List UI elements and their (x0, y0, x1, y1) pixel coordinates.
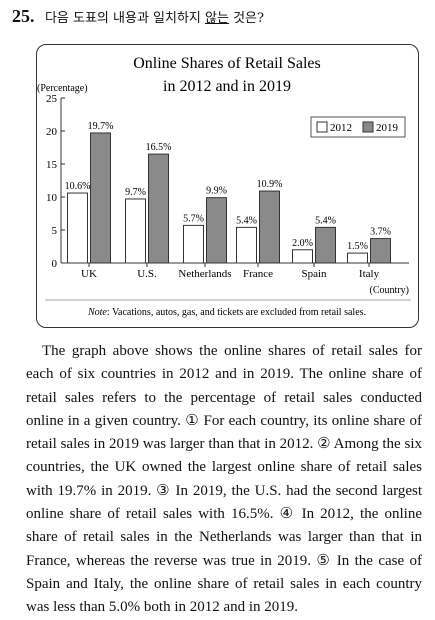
legend-box (310, 116, 406, 138)
bar-value-label: 1.5% (347, 241, 368, 252)
bar-value-label: 9.7% (125, 187, 146, 198)
bar-2019 (370, 238, 391, 264)
bar-2012 (125, 198, 146, 264)
question-header: 25. 다음 도표의 내용과 일치하지 않는 것은? (12, 6, 264, 27)
bar-2019 (259, 190, 280, 264)
x-axis-label: (Country) (370, 285, 409, 296)
bar-2019 (148, 153, 169, 264)
y-tick-label: 15 (46, 159, 58, 171)
bar-2019 (206, 197, 227, 264)
bar-value-label: 9.9% (206, 186, 227, 197)
chart-subtitle: in 2012 and in 2019 (163, 78, 291, 95)
legend-swatch-2012 (316, 121, 328, 133)
passage-text: The graph above shows the online shares … (26, 343, 422, 616)
legend-swatch-2019 (362, 121, 374, 133)
x-tick-label: France (243, 268, 273, 280)
bar-value-label: 2.0% (292, 238, 313, 249)
x-tick-label: UK (81, 268, 97, 280)
bar-2012 (183, 224, 204, 264)
bar-value-label: 19.7% (88, 121, 114, 132)
bar-value-label: 5.7% (183, 213, 204, 224)
question-number: 25. (12, 6, 35, 26)
question-text-underlined: 않는 (205, 11, 229, 26)
bar-2019 (90, 132, 111, 264)
y-tick-label: 0 (52, 258, 58, 270)
x-tick-label: Italy (359, 268, 380, 280)
chart-title: Online Shares of Retail Sales (133, 55, 321, 72)
x-tick-label: Spain (301, 268, 327, 280)
note-text: : Vacations, autos, gas, and tickets are… (107, 307, 366, 318)
bar-value-label: 5.4% (236, 215, 257, 226)
bar-value-label: 3.7% (370, 227, 391, 238)
question-prompt: 다음 도표의 내용과 일치하지 않는 것은? (45, 11, 264, 26)
y-tick-label: 10 (46, 192, 58, 204)
x-tick-label: U.S. (137, 268, 157, 280)
bar-chart: Online Shares of Retail Sales in 2012 and… (37, 55, 411, 318)
y-tick-label: 25 (46, 93, 58, 105)
chart-panel: Online Shares of Retail Sales in 2012 and… (36, 44, 419, 328)
y-axis-label: (Percentage) (37, 83, 88, 94)
bar-2012 (67, 192, 88, 264)
bar-2012 (347, 252, 368, 264)
x-tick-label: Netherlands (178, 268, 231, 280)
note-label: Note (87, 307, 107, 318)
bar-value-label: 5.4% (315, 215, 336, 226)
y-tick-label: 20 (46, 126, 58, 138)
bar-2012 (292, 249, 313, 264)
legend-label-2012: 2012 (330, 122, 352, 134)
bar-value-label: 16.5% (146, 142, 172, 153)
y-tick-label: 5 (52, 225, 58, 237)
question-text-before: 다음 도표의 내용과 일치하지 (44, 11, 206, 26)
chart-note: Note: Vacations, autos, gas, and tickets… (87, 307, 366, 318)
bar-value-label: 10.9% (257, 179, 283, 190)
bar-2019 (315, 226, 336, 264)
question-text-after: 것은? (228, 11, 264, 26)
bar-2012 (236, 226, 257, 264)
bar-value-label: 10.6% (65, 181, 91, 192)
legend-label-2019: 2019 (376, 122, 399, 134)
